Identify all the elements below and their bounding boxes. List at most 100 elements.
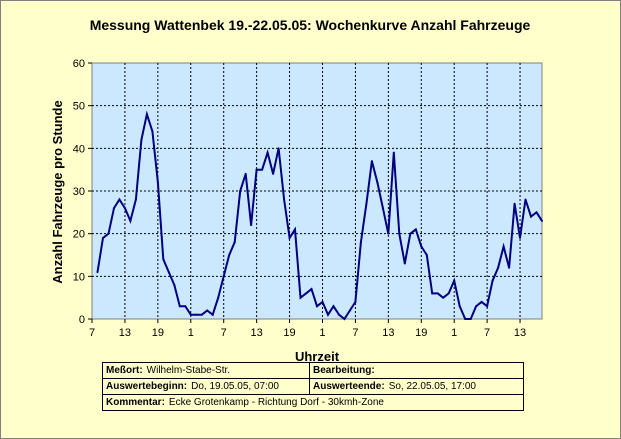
data-point (392, 151, 395, 154)
data-point (458, 305, 461, 308)
data-point (129, 219, 132, 222)
x-tick-label: 19 (152, 327, 164, 339)
data-point (480, 300, 483, 303)
data-point (272, 172, 275, 175)
data-point (381, 207, 384, 210)
data-point (436, 292, 439, 295)
data-point (337, 313, 340, 316)
data-point (178, 305, 181, 308)
y-tick-label: 60 (73, 58, 85, 70)
data-point (348, 309, 351, 312)
kommentar-value: Ecke Grotenkamp - Richtung Dorf - 30kmh-… (168, 397, 384, 408)
info-table: Meßort: Wilhelm-Stabe-Str. Bearbeitung: A… (102, 362, 524, 411)
x-tick-label: 1 (188, 327, 194, 339)
y-axis: 0 10 20 30 40 50 60 (73, 58, 92, 326)
y-tick-label: 40 (73, 143, 85, 155)
data-point (453, 279, 456, 282)
data-point (250, 224, 253, 227)
data-point (261, 168, 264, 171)
data-point (486, 305, 489, 308)
data-point (288, 236, 291, 239)
data-point (508, 266, 511, 269)
x-axis-label: Uhrzeit (295, 349, 340, 364)
data-point (332, 305, 335, 308)
x-tick-label: 1 (319, 327, 325, 339)
beginn-cell: Auswertebeginn: Do, 19.05.05, 07:00 (102, 378, 310, 395)
x-tick-label: 13 (514, 327, 526, 339)
x-tick-label: 1 (451, 327, 457, 339)
data-point (491, 279, 494, 282)
data-point (354, 300, 357, 303)
data-point (524, 198, 527, 201)
bearbeitung-label: Bearbeitung: (313, 365, 375, 376)
data-point (96, 271, 99, 274)
x-tick-label: 13 (251, 327, 263, 339)
y-tick-label: 50 (73, 101, 85, 113)
data-point (189, 313, 192, 316)
data-point (343, 318, 346, 320)
data-point (414, 228, 417, 231)
data-point (326, 313, 329, 316)
data-point (222, 275, 225, 278)
data-point (200, 313, 203, 316)
data-points (96, 113, 543, 320)
x-tick-label: 19 (283, 327, 295, 339)
x-tick-label: 7 (89, 327, 95, 339)
data-point (535, 211, 538, 214)
data-point (283, 198, 286, 201)
data-point (502, 245, 505, 248)
series-line (96, 110, 543, 321)
data-point (233, 241, 236, 244)
y-tick-label: 0 (79, 314, 85, 326)
data-point (469, 318, 472, 320)
data-point (541, 219, 543, 222)
data-point (398, 232, 401, 235)
x-tick-label: 7 (484, 327, 490, 339)
data-point (442, 296, 445, 299)
data-point (239, 190, 242, 192)
data-point (195, 313, 198, 316)
data-point (206, 309, 209, 312)
x-tick-label: 7 (221, 327, 227, 339)
x-tick-label: 19 (415, 327, 427, 339)
data-point (316, 305, 318, 308)
messort-label: Meßort: (106, 365, 143, 376)
bearbeitung-cell: Bearbeitung: (309, 362, 524, 379)
data-point (173, 283, 176, 286)
info-row-3: Kommentar: Ecke Grotenkamp - Richtung Dor… (102, 394, 524, 411)
data-point (387, 232, 390, 235)
ende-label: Auswerteende: (313, 381, 385, 392)
x-axis: 7 13 19 1 7 13 19 1 7 13 19 1 7 13 (89, 319, 526, 339)
data-point (277, 147, 280, 150)
data-point (167, 271, 170, 274)
y-axis-label: Anzahl Fahrzeuge pro Stunde (50, 100, 65, 283)
data-point (112, 207, 115, 210)
data-point (140, 138, 143, 141)
data-point (266, 151, 269, 154)
data-point (513, 202, 516, 205)
data-point (519, 236, 522, 239)
beginn-label: Auswertebeginn: (106, 381, 188, 392)
data-point (107, 232, 110, 235)
data-point (228, 254, 231, 256)
ende-cell: Auswerteende: So, 22.05.05, 17:00 (309, 378, 524, 395)
data-point (420, 245, 423, 248)
data-point (370, 160, 373, 163)
data-point (156, 181, 159, 184)
data-point (530, 215, 533, 218)
data-point (255, 168, 258, 171)
y-tick-label: 20 (73, 229, 85, 241)
x-tick-label: 13 (382, 327, 394, 339)
data-point (299, 296, 302, 299)
data-point (305, 292, 308, 295)
data-point (321, 300, 324, 303)
data-point (211, 313, 214, 316)
info-row-2: Auswertebeginn: Do, 19.05.05, 07:00 Auswe… (102, 378, 524, 395)
data-point (431, 292, 434, 295)
data-point (464, 318, 467, 320)
kommentar-label: Kommentar: (106, 397, 165, 408)
x-tick-label: 13 (119, 327, 131, 339)
data-point (294, 228, 297, 231)
y-tick-label: 10 (73, 271, 85, 283)
